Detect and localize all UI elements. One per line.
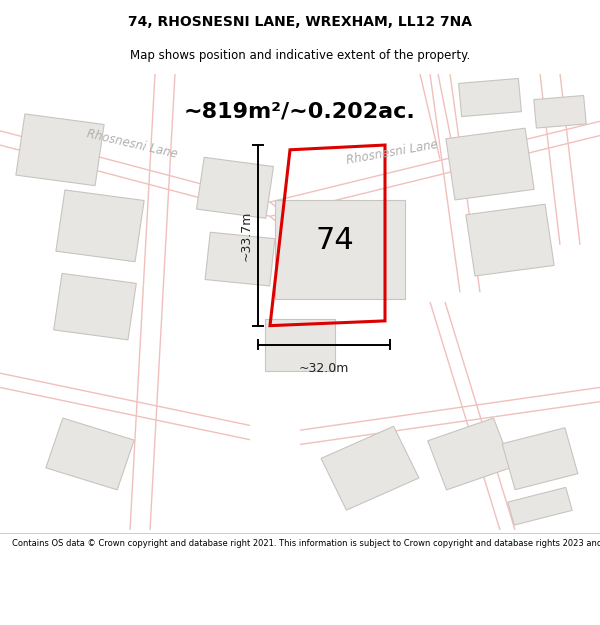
Text: 74: 74 xyxy=(316,226,355,254)
Text: Rhosnesni Lane: Rhosnesni Lane xyxy=(345,138,439,167)
Polygon shape xyxy=(46,418,134,490)
Polygon shape xyxy=(275,200,405,299)
Polygon shape xyxy=(466,204,554,276)
Polygon shape xyxy=(534,96,586,128)
Polygon shape xyxy=(428,418,512,490)
Text: Map shows position and indicative extent of the property.: Map shows position and indicative extent… xyxy=(130,49,470,62)
Polygon shape xyxy=(446,128,534,200)
Text: Rhosnesni Lane: Rhosnesni Lane xyxy=(85,127,178,161)
Polygon shape xyxy=(16,114,104,186)
Polygon shape xyxy=(458,79,521,117)
Text: Contains OS data © Crown copyright and database right 2021. This information is : Contains OS data © Crown copyright and d… xyxy=(12,539,600,549)
Polygon shape xyxy=(502,428,578,489)
Polygon shape xyxy=(56,190,144,262)
Text: 74, RHOSNESNI LANE, WREXHAM, LL12 7NA: 74, RHOSNESNI LANE, WREXHAM, LL12 7NA xyxy=(128,15,472,29)
Polygon shape xyxy=(197,158,274,218)
Polygon shape xyxy=(265,319,335,371)
Polygon shape xyxy=(53,273,136,340)
Polygon shape xyxy=(205,232,275,286)
Polygon shape xyxy=(508,488,572,525)
Text: ~33.7m: ~33.7m xyxy=(239,210,253,261)
Polygon shape xyxy=(321,426,419,510)
Text: ~819m²/~0.202ac.: ~819m²/~0.202ac. xyxy=(184,102,416,122)
Text: ~32.0m: ~32.0m xyxy=(299,362,349,375)
